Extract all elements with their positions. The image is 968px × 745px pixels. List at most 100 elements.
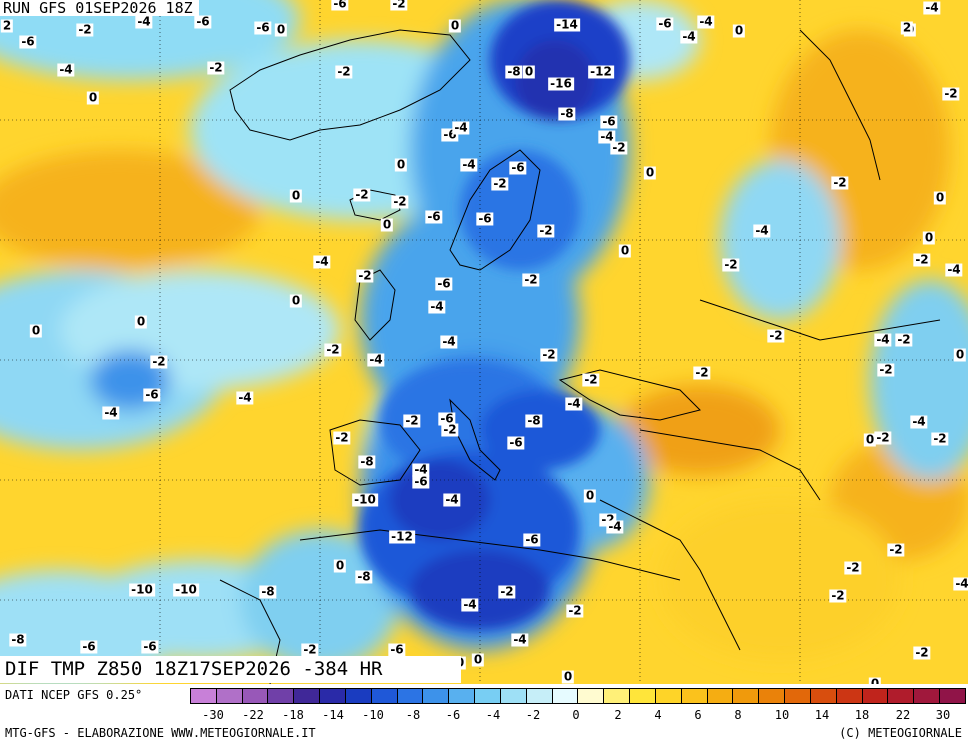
contour-value-label: -2 — [942, 86, 960, 101]
contour-value-label: 0 — [394, 157, 408, 172]
scale-swatch — [888, 689, 915, 703]
scale-tick-label: 2 — [614, 708, 622, 722]
contour-value-label: 0 — [333, 558, 347, 573]
contour-value-label: -6 — [143, 387, 161, 402]
contour-value-label: -8 — [9, 632, 27, 647]
contour-value-label: -6 — [194, 14, 212, 29]
contour-value-label: -6 — [600, 114, 618, 129]
scale-swatch — [836, 689, 863, 703]
contour-value-label: -4 — [874, 332, 892, 347]
contour-value-label: -6 — [412, 474, 430, 489]
temperature-anomaly-map: -4 -6 -2 -4 0 -6 -6 0 2 -6 -2 -2 -6 -4 -2 0 0 -2 -2 -14 -4 0-… — [0, 0, 968, 684]
contour-value-label: -10 — [129, 582, 155, 597]
contour-value-label: -2 — [498, 584, 516, 599]
contour-value-label: -6 — [476, 211, 494, 226]
contour-value-label: -2 — [722, 257, 740, 272]
contour-value-label: -6 — [656, 16, 674, 31]
contour-value-label: 0 — [583, 488, 597, 503]
contour-value-label: -2 — [403, 413, 421, 428]
ural-border — [799, 29, 881, 181]
contour-value-label: -4 — [428, 299, 446, 314]
scale-tick-label: 6 — [694, 708, 702, 722]
scale-tick-label: 0 — [572, 708, 580, 722]
contour-value-label: 0 — [868, 677, 882, 684]
contour-value-label: -8 — [558, 106, 576, 121]
greenland-coast — [229, 29, 471, 141]
contour-value-label: 0 — [522, 64, 536, 79]
contour-value-label: -2 — [844, 560, 862, 575]
scale-swatch — [526, 689, 553, 703]
contour-value-label: 0 — [29, 323, 43, 338]
contour-value-label: -2 — [540, 347, 558, 362]
contour-value-label: -4 — [367, 352, 385, 367]
contour-value-label: 0 — [471, 652, 485, 667]
contour-value-label: -6 — [435, 276, 453, 291]
contour-value-label: -2 — [390, 0, 408, 11]
contour-value-label: -4 — [440, 334, 458, 349]
contour-value-label: -2 — [566, 603, 584, 618]
scale-swatch — [345, 689, 372, 703]
contour-value-label: -2 — [207, 60, 225, 75]
scale-swatch — [914, 689, 941, 703]
scale-tick-label: -10 — [362, 708, 384, 722]
contour-value-label: -6 — [331, 0, 349, 11]
scale-tick-label: -22 — [242, 708, 264, 722]
scale-swatch — [500, 689, 527, 703]
contour-value-label: 0 — [289, 293, 303, 308]
contour-value-label: -2 — [931, 431, 949, 446]
contour-value-label: -8 — [358, 454, 376, 469]
scale-swatch — [733, 689, 760, 703]
scale-swatch — [552, 689, 579, 703]
contour-value-label: -4 — [461, 597, 479, 612]
run-title: RUN GFS 01SEP2026 18Z — [0, 0, 199, 16]
contour-value-label: -6 — [254, 20, 272, 35]
contour-value-label: -8 — [525, 413, 543, 428]
contour-value-label: -6 — [141, 639, 159, 654]
producer-label: MTG-GFS - ELABORAZIONE WWW.METEOGIORNALE… — [5, 726, 316, 740]
scale-swatch — [242, 689, 269, 703]
scale-swatch — [294, 689, 321, 703]
scale-swatch — [785, 689, 811, 703]
contour-value-label: -4 — [102, 405, 120, 420]
scale-tick-label: 30 — [935, 708, 951, 722]
contour-value-label: -2 — [831, 175, 849, 190]
contour-value-label: 0 — [953, 347, 967, 362]
scale-swatch — [862, 689, 889, 703]
map-canvas — [0, 0, 968, 684]
contour-value-label: -2 — [356, 268, 374, 283]
british-isles-coast — [354, 269, 396, 341]
contour-value-label: -2 — [333, 430, 351, 445]
contour-value-label: -2 — [335, 64, 353, 79]
contour-value-label: -4 — [57, 62, 75, 77]
contour-value-label: -4 — [452, 120, 470, 135]
iberia-coast — [329, 419, 421, 486]
scale-tick-label: -30 — [202, 708, 224, 722]
caspian-border — [699, 299, 941, 341]
contour-value-label: -2 — [537, 223, 555, 238]
contour-value-label: 0 — [274, 22, 288, 37]
scale-swatch — [423, 689, 450, 703]
contour-value-label: -8 — [259, 584, 277, 599]
scale-tick-label: -6 — [445, 708, 461, 722]
field-title: DIF TMP Z850 18Z17SEP2026 -384 HR — [0, 656, 461, 683]
scale-swatch — [655, 689, 682, 703]
scale-tick-label: -14 — [322, 708, 344, 722]
contour-value-label: -4 — [412, 462, 430, 477]
contour-value-label: -6 — [438, 411, 456, 426]
scale-swatch — [681, 689, 708, 703]
contour-value-label: -16 — [548, 76, 574, 91]
contour-value-label: -12 — [389, 529, 415, 544]
contour-value-label: -4 — [511, 632, 529, 647]
scale-swatch — [268, 689, 295, 703]
contour-value-label: 2 — [0, 18, 14, 33]
contour-value-label: 2 — [900, 20, 914, 35]
contour-value-label: -10 — [352, 492, 378, 507]
contour-value-label: -4 — [945, 262, 963, 277]
contour-value-label: 0 — [922, 230, 936, 245]
north-africa-coast — [299, 529, 681, 581]
contour-value-label: -6 — [80, 639, 98, 654]
contour-value-label: -4 — [910, 414, 928, 429]
contour-value-label: 0 — [448, 18, 462, 33]
contour-value-label: -4 — [313, 254, 331, 269]
